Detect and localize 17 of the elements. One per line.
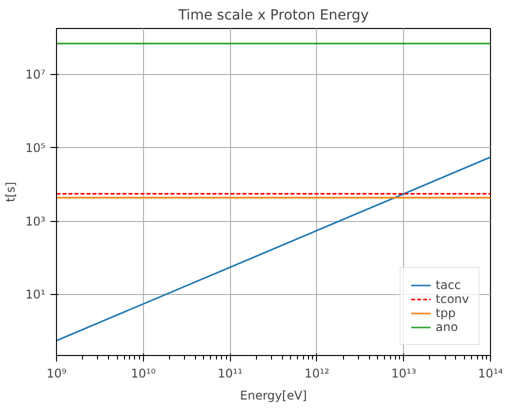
y-tick-label: 10¹ <box>25 288 46 302</box>
x-tick-label: 10¹² <box>304 366 330 380</box>
x-tick-label: 10¹³ <box>391 366 416 380</box>
legend-label: tpp <box>436 306 456 320</box>
x-tick-label: 10¹¹ <box>218 366 243 380</box>
y-tick-label: 10³ <box>25 214 46 228</box>
x-tick-label: 10¹⁴ <box>478 366 504 380</box>
x-tick-label: 10¹⁰ <box>130 366 156 380</box>
legend-label: tacc <box>436 278 461 292</box>
legend-label: tconv <box>436 292 469 306</box>
legend-label: ano <box>436 320 458 334</box>
chart-title: Time scale x Proton Energy <box>177 8 369 24</box>
x-tick-label: 10⁹ <box>46 366 67 380</box>
y-axis-title: t[s] <box>3 182 18 202</box>
x-axis-title: Energy[eV] <box>240 388 307 402</box>
y-tick-label: 10⁷ <box>25 68 46 82</box>
y-tick-label: 10⁵ <box>25 140 46 155</box>
